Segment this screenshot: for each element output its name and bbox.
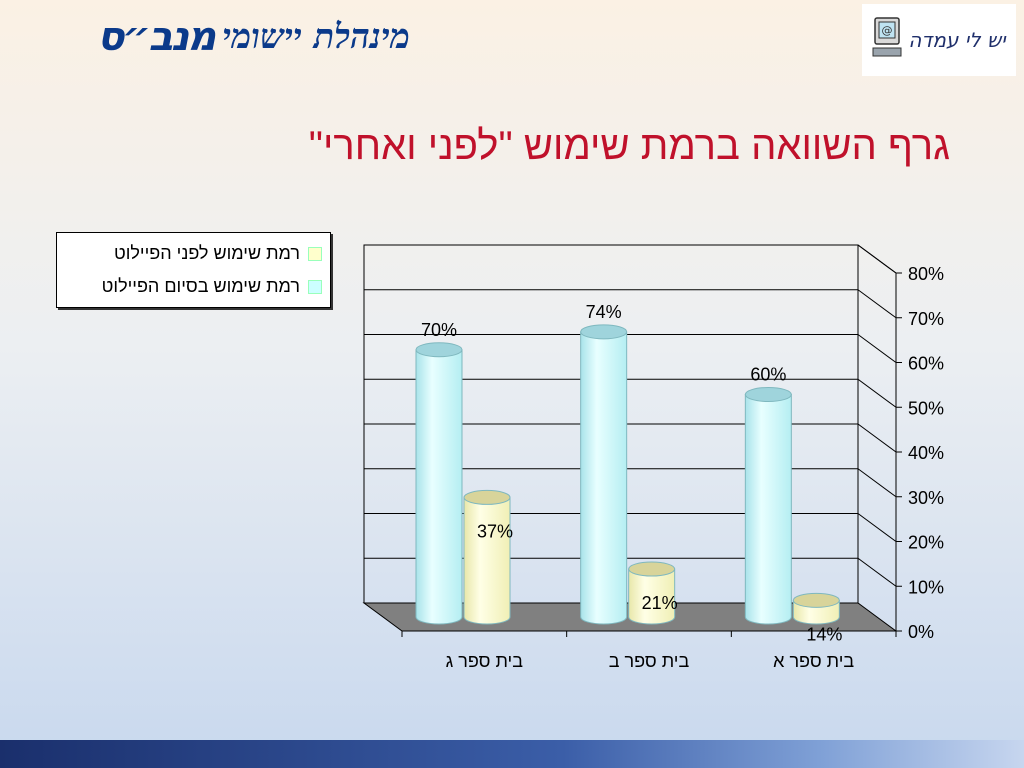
- data-label-after-0: 70%: [421, 320, 457, 340]
- bar-after-0: [415, 349, 463, 625]
- bar-before-1-cap: [628, 561, 676, 577]
- chart-legend: רמת שימוש לפני הפיילוט רמת שימוש בסיום ה…: [56, 232, 331, 308]
- data-label-before-1: 21%: [642, 593, 678, 613]
- gridline-side: [857, 289, 897, 319]
- page-title: גרף השוואה ברמת שימוש "לפני ואחרי": [308, 124, 950, 168]
- gridline-side: [857, 468, 897, 498]
- y-tick-label: 50%: [908, 398, 944, 418]
- legend-swatch-after: [308, 279, 322, 294]
- gridline-side: [857, 244, 897, 274]
- legend-label-after: רמת שימוש בסיום הפיילוט: [101, 276, 300, 296]
- x-tick-label: בית ספר ב: [609, 651, 690, 671]
- y-tick-label: 70%: [908, 309, 944, 329]
- bar-after-2: [744, 394, 792, 625]
- org-name: מינהלת יישומי: [222, 17, 410, 57]
- data-label-before-0: 37%: [477, 521, 513, 541]
- org-mark: מנב״ס: [97, 14, 216, 60]
- legend-entry-before: רמת שימוש לפני הפיילוט: [65, 237, 322, 270]
- y-tick-label: 20%: [908, 533, 944, 553]
- y-tick-label: 60%: [908, 354, 944, 374]
- gridline-side: [857, 557, 897, 587]
- gridline-side: [857, 334, 897, 363]
- bar-before-0-cap: [463, 489, 511, 505]
- y-tick-label: 10%: [908, 577, 944, 597]
- y-tick-label: 40%: [908, 443, 944, 463]
- bar-before-0: [463, 496, 511, 625]
- bar-after-1: [580, 331, 628, 625]
- data-label-after-1: 74%: [586, 302, 622, 322]
- bar-after-0-cap: [415, 342, 463, 358]
- bar-before-1: [628, 568, 676, 625]
- bar-after-2-cap: [744, 387, 792, 402]
- svg-text:@: @: [882, 24, 893, 37]
- bar-before-2-cap: [792, 592, 840, 608]
- legend-entry-after: רמת שימוש בסיום הפיילוט: [65, 270, 322, 303]
- x-tick-label: בית ספר א: [773, 651, 854, 671]
- footer-band: [0, 740, 1024, 768]
- legend-swatch-before: [308, 246, 322, 261]
- y-tick-label: 0%: [908, 622, 934, 642]
- data-label-before-2: 14%: [806, 624, 842, 644]
- partner-logo: יש לי עמדה @: [862, 4, 1016, 76]
- gridline-side: [857, 378, 897, 408]
- org-logo: מינהלת יישומי מנב״ס: [10, 12, 410, 62]
- y-tick-label: 80%: [908, 264, 944, 284]
- legend-label-before: רמת שימוש לפני הפיילוט: [113, 243, 300, 263]
- bar-after-1-cap: [580, 324, 628, 340]
- y-tick-label: 30%: [908, 488, 944, 508]
- gridline-side: [857, 423, 897, 453]
- gridline-side: [857, 513, 897, 542]
- computer-icon: @: [872, 16, 902, 65]
- x-tick-label: בית ספר ג: [446, 651, 524, 671]
- data-label-after-2: 60%: [750, 365, 786, 385]
- partner-logo-text: יש לי עמדה: [908, 28, 1006, 52]
